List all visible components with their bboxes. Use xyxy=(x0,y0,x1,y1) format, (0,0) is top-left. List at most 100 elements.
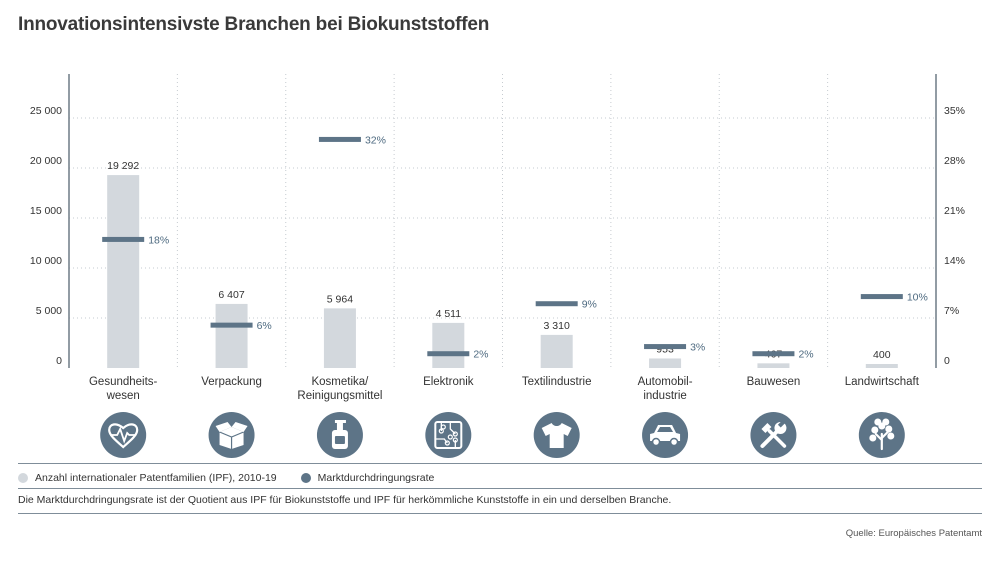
rate-label: 6% xyxy=(257,320,272,332)
y-tick-label-right: 7% xyxy=(944,305,959,317)
tree-icon-shape xyxy=(874,418,882,426)
legend: Anzahl internationaler Patentfamilien (I… xyxy=(18,472,458,484)
tree-icon-shape xyxy=(869,434,877,442)
y-tick-label-left: 20 000 xyxy=(30,155,62,167)
circuit-board-icon-shape xyxy=(434,421,463,449)
bottle-icon-shape xyxy=(334,436,345,444)
rate-marker xyxy=(644,344,687,350)
bottle-icon xyxy=(316,412,363,458)
tools-icon-shape xyxy=(761,423,772,433)
footnote: Die Marktdurchdringungsrate ist der Quot… xyxy=(18,494,672,506)
bar xyxy=(540,334,573,368)
circuit-board-icon-shape xyxy=(447,434,453,440)
y-tick-label-left: 25 000 xyxy=(30,105,62,117)
tree-icon-shape xyxy=(887,432,895,440)
legend-divider xyxy=(18,488,982,489)
tools-icon xyxy=(750,412,797,458)
tree-icon-shape xyxy=(885,425,893,433)
y-tick-label-left: 15 000 xyxy=(30,205,62,217)
box-icon-shape xyxy=(215,422,248,432)
bottle-icon-shape xyxy=(336,423,343,430)
rate-label: 2% xyxy=(473,349,488,361)
rate-marker xyxy=(102,236,145,242)
tree-icon-shape xyxy=(871,426,879,434)
rate-label: 2% xyxy=(798,349,813,361)
tools-icon-shape xyxy=(760,428,781,448)
category-label: Landwirtschaft xyxy=(845,376,920,388)
category-label: Kosmetika/ xyxy=(311,376,369,388)
rate-label: 9% xyxy=(582,299,597,311)
category-label: Gesundheits- xyxy=(89,376,158,388)
circuit-board-icon xyxy=(425,412,472,458)
chart-canvas: 0 5 000 10 000 15 000 20 000 25 000 0 7% 14% 21% 2… xyxy=(30,74,965,458)
bar xyxy=(865,364,898,368)
category-label: Textilindustrie xyxy=(522,376,592,388)
bar xyxy=(649,358,682,368)
car-icon-shape xyxy=(650,425,681,441)
y-tick-label-right: 21% xyxy=(944,205,965,217)
heart-pulse-icon-shape xyxy=(110,426,137,444)
category-label: industrie xyxy=(643,390,686,402)
bottle-icon-shape xyxy=(334,420,346,423)
circuit-board-icon-shape xyxy=(438,428,444,434)
rate-marker xyxy=(535,301,578,307)
chart-title: Innovationsintensivste Branchen bei Biok… xyxy=(18,14,490,35)
y-tick-label-left: 5 000 xyxy=(36,305,62,317)
legend-label-rate: Marktdurchdringungsrate xyxy=(317,472,435,484)
circuit-board-icon-shape xyxy=(452,431,458,437)
y-tick-label-left: 10 000 xyxy=(30,255,62,267)
box-icon xyxy=(208,412,255,458)
legend-item-rate: Marktdurchdringungsrate xyxy=(300,472,435,484)
bar xyxy=(107,175,140,368)
rate-label: 18% xyxy=(148,234,169,246)
category-label: Verpackung xyxy=(201,376,262,388)
car-icon-shape xyxy=(657,427,674,432)
icon-circle xyxy=(100,412,147,458)
y-tick-label-left: 0 xyxy=(56,355,62,367)
tools-icon-shape xyxy=(774,422,787,434)
category-label: Elektronik xyxy=(423,376,474,388)
rate-marker xyxy=(427,351,470,357)
bar-value-label: 5 964 xyxy=(327,293,353,305)
bar-value-label: 19 292 xyxy=(107,160,139,172)
box-icon-shape xyxy=(219,431,244,449)
car-icon-shape xyxy=(669,437,679,447)
circuit-board-icon-shape xyxy=(440,424,446,430)
rate-label: 3% xyxy=(690,342,705,354)
bar-value-label: 400 xyxy=(873,349,891,361)
category-label: wesen xyxy=(106,390,140,402)
rate-label: 32% xyxy=(365,134,386,146)
bar-value-label: 4 511 xyxy=(436,308,462,320)
rate-marker xyxy=(860,294,903,300)
bar xyxy=(215,303,248,368)
y-tick-label-right: 35% xyxy=(944,105,965,117)
rate-marker xyxy=(210,322,253,328)
y-tick-label-right: 14% xyxy=(944,255,965,267)
legend-item-bars: Anzahl internationaler Patentfamilien (I… xyxy=(18,472,277,484)
bar-value-label: 3 310 xyxy=(544,320,570,332)
category-label: Bauwesen xyxy=(747,376,801,388)
legend-swatch-bars xyxy=(18,473,28,483)
rate-marker xyxy=(752,351,795,357)
footnote-divider xyxy=(18,513,982,514)
icon-circle xyxy=(425,412,472,458)
tshirt-icon-shape xyxy=(541,423,572,448)
y-tick-label-right: 0 xyxy=(944,355,950,367)
tools-icon-shape xyxy=(777,420,785,428)
tools-icon-shape xyxy=(767,429,787,448)
bar xyxy=(323,308,356,368)
car-icon-shape xyxy=(651,437,661,447)
bar-value-label: 6 407 xyxy=(218,289,244,301)
circuit-board-icon-shape xyxy=(444,440,450,446)
source-note: Quelle: Europäisches Patentamt xyxy=(845,528,982,539)
y-tick-label-right: 28% xyxy=(944,155,965,167)
category-label: Automobil- xyxy=(638,376,693,388)
tree-icon-shape xyxy=(874,430,889,451)
legend-label-bars: Anzahl internationaler Patentfamilien (I… xyxy=(35,472,277,484)
legend-top-divider xyxy=(18,463,982,464)
rate-label: 10% xyxy=(907,292,928,304)
category-label: Reinigungsmittel xyxy=(297,390,382,402)
tree-icon xyxy=(858,412,905,458)
legend-swatch-rate xyxy=(300,473,311,483)
rate-marker xyxy=(318,136,361,142)
